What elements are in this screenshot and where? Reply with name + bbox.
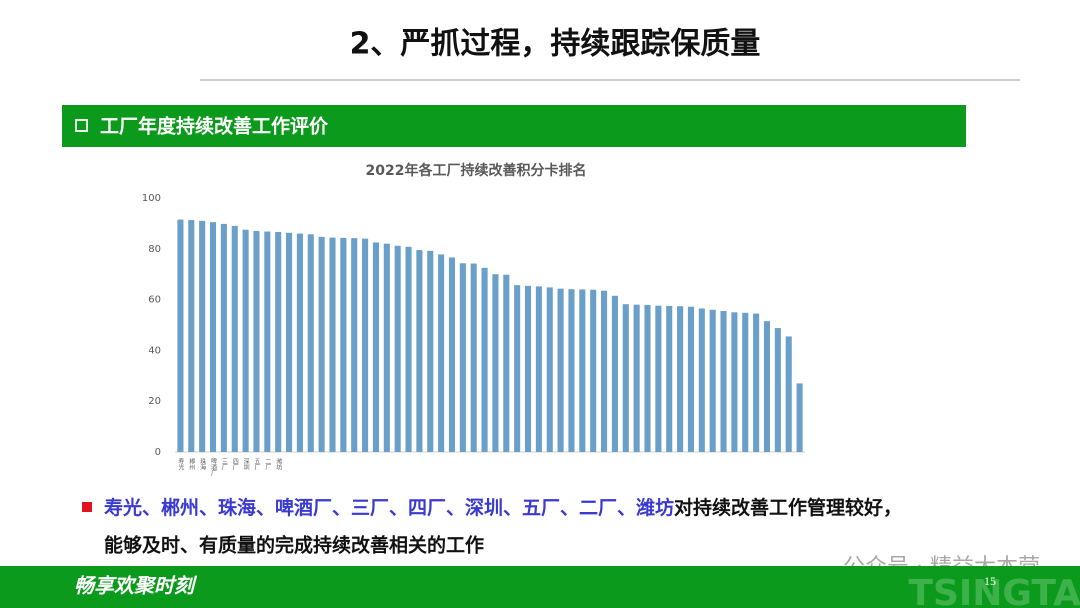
slide-title: 2、严抓过程，持续跟踪保质量: [350, 27, 761, 62]
bar: [796, 383, 803, 452]
brand: TSINGTAO: [908, 573, 1080, 608]
bar: [188, 220, 195, 452]
bar: [481, 267, 488, 452]
y-tick-label: 20: [148, 396, 161, 407]
bar: [372, 242, 379, 452]
bar: [340, 237, 347, 452]
bar: [524, 285, 532, 452]
section-icon: [75, 119, 88, 132]
bar: [753, 313, 760, 452]
bar: [242, 229, 249, 452]
bar: [470, 263, 477, 452]
bar: [307, 234, 314, 452]
bar: [264, 231, 271, 452]
bar: [177, 219, 184, 452]
bar: [394, 245, 401, 452]
y-tick-label: 80: [148, 244, 161, 255]
bullet-highlight: 寿光、郴州、珠海、啤酒厂、三厂、四厂、深圳、五厂、二厂、潍坊: [104, 496, 674, 519]
bar: [655, 305, 662, 452]
bar: [253, 231, 260, 452]
bar: [275, 232, 282, 452]
chart-title: 2022年各工厂持续改善积分卡排名: [366, 162, 587, 179]
bullet-marker: [82, 502, 92, 512]
x-tick-label: 二厂: [264, 458, 271, 471]
bullet-text: 寿光、郴州、珠海、啤酒厂、三厂、四厂、深圳、五厂、二厂、潍坊对持续改善工作管理较…: [104, 496, 902, 519]
bar: [742, 312, 749, 452]
bar: [709, 309, 716, 452]
bar: [546, 287, 553, 452]
bar: [666, 305, 673, 452]
bar: [774, 328, 781, 452]
bar: [568, 289, 575, 452]
footer-band: [0, 566, 1080, 608]
bullet-rest: 对持续改善工作管理较好，: [674, 496, 902, 519]
x-tick-label: 深圳: [242, 457, 249, 471]
bullet-line2: 能够及时、有质量的完成持续改善相关的工作: [104, 534, 484, 557]
bar: [231, 225, 238, 452]
bar: [590, 289, 597, 452]
bar: [220, 223, 227, 452]
bar: [644, 304, 651, 452]
bar: [503, 274, 510, 452]
y-tick-label: 60: [148, 295, 161, 306]
section-title: 工厂年度持续改善工作评价: [100, 115, 329, 138]
bar: [427, 250, 434, 452]
bar: [492, 274, 499, 452]
bar: [677, 306, 684, 452]
bar: [199, 220, 206, 452]
bar: [405, 246, 412, 452]
bar: [448, 257, 456, 452]
bar: [633, 304, 640, 452]
x-tick-label: 珠海: [199, 457, 206, 471]
x-tick-label: 啤酒厂: [210, 457, 217, 477]
y-tick-label: 0: [155, 447, 161, 458]
x-tick-label: 三厂: [220, 458, 227, 471]
slogan: 畅享欢聚时刻: [74, 574, 198, 598]
bar: [731, 312, 738, 452]
bar: [535, 286, 542, 452]
bar: [579, 289, 586, 452]
y-tick-label: 100: [142, 193, 161, 204]
bar: [720, 311, 727, 452]
x-tick-label: 潍坊: [275, 457, 282, 471]
bar: [383, 243, 390, 452]
bar: [296, 233, 303, 452]
bar: [209, 222, 217, 452]
y-tick-label: 40: [148, 345, 161, 356]
section-bar: [62, 105, 966, 147]
bar: [514, 285, 521, 452]
x-tick-label: 五厂: [253, 458, 260, 471]
bar: [438, 254, 445, 452]
x-tick-label: 郴州: [188, 457, 195, 470]
bar: [601, 290, 608, 452]
bar: [362, 238, 369, 452]
bar: [622, 304, 629, 452]
bar: [351, 238, 358, 452]
bar: [329, 237, 336, 452]
bar: [687, 306, 694, 452]
bar: [698, 308, 705, 452]
page-number: 15: [984, 574, 996, 588]
bar: [785, 336, 792, 452]
x-tick-label: 寿光: [177, 457, 184, 471]
plot: 0 20 40 60 80 100 寿光 郴州 珠海 啤酒厂 三厂 四厂 深圳 五厂 二厂 潍坊: [142, 193, 805, 477]
bar: [459, 263, 466, 452]
bar: [286, 232, 293, 452]
bar: [611, 295, 618, 452]
bar: [318, 236, 325, 452]
bar: [763, 321, 771, 452]
bar: [557, 288, 564, 452]
bar: [416, 250, 423, 452]
x-tick-label: 四厂: [231, 458, 238, 471]
